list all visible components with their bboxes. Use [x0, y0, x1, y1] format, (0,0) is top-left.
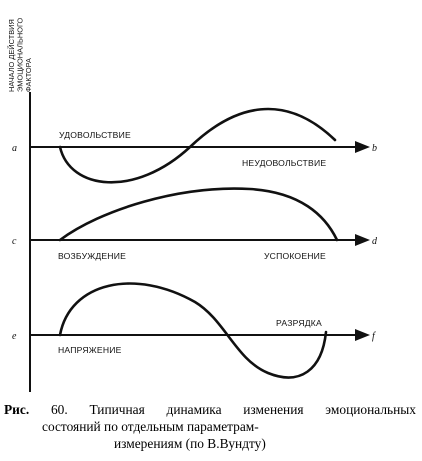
- arrowhead-b: [355, 141, 370, 153]
- axis-start-letter-a: a: [12, 143, 17, 154]
- caption-line-1: Рис. 60. Типичная динамика изменения эмо…: [4, 401, 416, 418]
- wundt-emotion-dynamics-diagram: НАЧАЛО ДЕЙСТВИЯ ЭМОЦИОНАЛЬНОГО ФАКТОРА a…: [7, 17, 378, 392]
- figure-caption: Рис. 60. Типичная динамика изменения эмо…: [4, 401, 416, 452]
- axis-pleasure: a b УДОВОЛЬСТВИЕ НЕУДОВОЛЬСТВИЕ: [12, 107, 377, 184]
- side-label-line-2: ЭМОЦИОНАЛЬНОГО: [16, 17, 25, 92]
- caption-line-1-text: 60. Типичная динамика изменения эмоциона…: [50, 402, 417, 417]
- side-label-line-1: НАЧАЛО ДЕЙСТВИЯ: [7, 19, 16, 92]
- caption-line-2: состояний по отдельным параметрам-: [42, 419, 259, 434]
- axis-tension: e f РАЗРЯДКА НАПРЯЖЕНИЕ: [12, 282, 376, 379]
- curve-tension-release: [58, 282, 328, 379]
- curve-pleasure-displeasure: [58, 107, 337, 184]
- axis-end-letter-d: d: [372, 236, 378, 247]
- caption-prefix: Рис.: [4, 402, 30, 417]
- axis-start-letter-e: e: [12, 331, 17, 342]
- arrowhead-f: [355, 329, 370, 341]
- curve-excitement-calming: [58, 187, 339, 242]
- axis-end-letter-b: b: [372, 143, 377, 154]
- caption-line-3: измерениям (по В.Вундту): [114, 436, 266, 451]
- side-label-line-3: ФАКТОРА: [24, 58, 33, 92]
- label-release: РАЗРЯДКА: [276, 318, 322, 328]
- arrowhead-d: [355, 234, 370, 246]
- label-displeasure: НЕУДОВОЛЬСТВИЕ: [242, 158, 326, 168]
- axis-start-letter-c: c: [12, 236, 17, 247]
- axis-excitement: c d ВОЗБУЖДЕНИЕ УСПОКОЕНИЕ: [12, 187, 378, 261]
- label-tension: НАПРЯЖЕНИЕ: [58, 345, 122, 355]
- label-excitement: ВОЗБУЖДЕНИЕ: [58, 251, 126, 261]
- label-pleasure: УДОВОЛЬСТВИЕ: [59, 130, 131, 140]
- axis-end-letter-f: f: [372, 331, 376, 342]
- label-calming: УСПОКОЕНИЕ: [264, 251, 326, 261]
- side-label: НАЧАЛО ДЕЙСТВИЯ ЭМОЦИОНАЛЬНОГО ФАКТОРА: [7, 17, 33, 92]
